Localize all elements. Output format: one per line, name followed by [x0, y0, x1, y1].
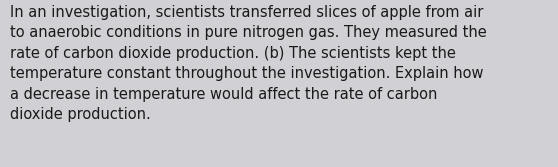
- Text: In an investigation, scientists transferred slices of apple from air
to anaerobi: In an investigation, scientists transfer…: [10, 5, 487, 122]
